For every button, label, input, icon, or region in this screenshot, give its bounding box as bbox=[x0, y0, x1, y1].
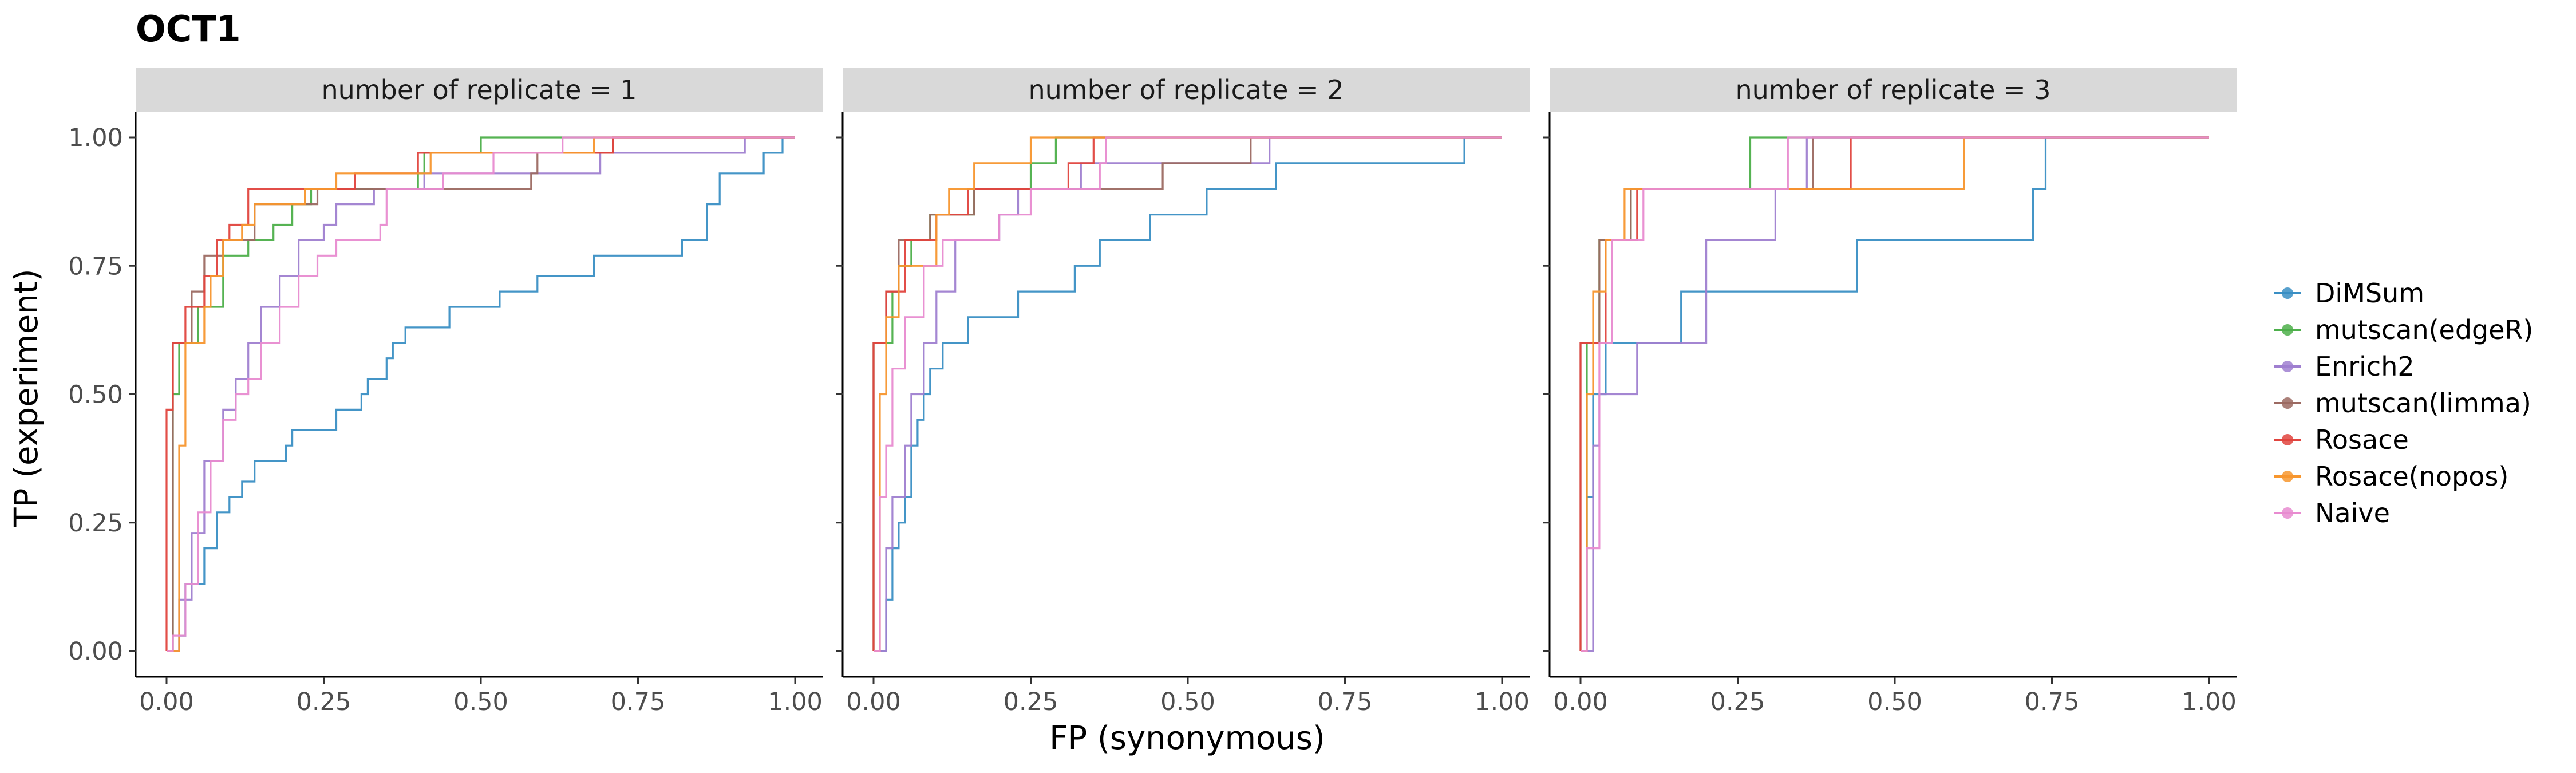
y-tick-label: 0.00 bbox=[68, 637, 123, 666]
x-tick-label: 1.00 bbox=[2182, 688, 2237, 716]
series-line-mutscan-limma- bbox=[1579, 136, 2209, 651]
series-line-rosace-nopos- bbox=[874, 136, 1502, 652]
y-axis-title: TP (experiment) bbox=[8, 269, 45, 527]
series-line-rosace bbox=[1579, 136, 2209, 651]
plot-title: OCT1 bbox=[136, 8, 241, 50]
x-tick-label: 1.00 bbox=[1475, 688, 1530, 716]
series-line-enrich2 bbox=[1581, 136, 2209, 652]
series-line-naive bbox=[1581, 136, 2209, 652]
x-tick-label: 0.25 bbox=[1003, 688, 1058, 716]
y-tick-label: 1.00 bbox=[68, 124, 123, 152]
strip-background bbox=[843, 68, 1530, 112]
legend-key-point bbox=[2282, 507, 2293, 519]
series-line-rosace bbox=[165, 136, 795, 651]
legend-item-mutscan-limma-: mutscan(limma) bbox=[2274, 388, 2531, 419]
y-tick-label: 0.50 bbox=[68, 381, 123, 409]
legend-key-point bbox=[2282, 324, 2293, 336]
strip-label: number of replicate = 3 bbox=[1736, 74, 2051, 105]
legend-label: mutscan(limma) bbox=[2315, 388, 2531, 419]
x-tick-label: 0.25 bbox=[297, 688, 351, 716]
x-tick-label: 0.75 bbox=[1318, 688, 1373, 716]
series-line-rosace-nopos- bbox=[1581, 136, 2209, 652]
series-line-dimsum bbox=[1581, 136, 2209, 652]
x-tick-label: 0.25 bbox=[1710, 688, 1765, 716]
series-line-naive bbox=[874, 136, 1502, 652]
series-line-mutscan-edger- bbox=[167, 136, 795, 652]
series-line-mutscan-limma- bbox=[167, 136, 795, 652]
panel-3: number of replicate = 3 0.00 0.25 0.50 0.75 1… bbox=[1543, 68, 2237, 716]
x-tick-label: 1.00 bbox=[768, 688, 823, 716]
legend-item-enrich2: Enrich2 bbox=[2274, 351, 2415, 382]
x-tick-label: 0.00 bbox=[1553, 688, 1608, 716]
legend-item-naive: Naive bbox=[2274, 498, 2390, 529]
series-line-naive bbox=[167, 136, 795, 652]
y-tick-label: 0.75 bbox=[68, 252, 123, 281]
strip-background bbox=[1550, 68, 2237, 112]
x-tick-label: 0.00 bbox=[139, 688, 194, 716]
y-tick-label: 0.25 bbox=[68, 509, 123, 538]
x-tick-label: 0.50 bbox=[1867, 688, 1922, 716]
legend-item-mutscan-edger-: mutscan(edgeR) bbox=[2274, 314, 2533, 345]
series-line-rosace-nopos- bbox=[167, 136, 795, 652]
legend-item-dimsum: DiMSum bbox=[2274, 278, 2424, 309]
series-line-enrich2 bbox=[874, 136, 1502, 652]
series-line-dimsum bbox=[167, 136, 795, 652]
legend-label: Rosace(nopos) bbox=[2315, 461, 2508, 492]
strip-background bbox=[136, 68, 823, 112]
x-tick-label: 0.50 bbox=[453, 688, 508, 716]
series-line-dimsum bbox=[874, 136, 1502, 652]
x-tick-label: 0.75 bbox=[2025, 688, 2080, 716]
legend-label: Rosace bbox=[2315, 424, 2409, 455]
x-axis-title: FP (synonymous) bbox=[1049, 720, 1325, 757]
legend-item-rosace: Rosace bbox=[2274, 424, 2409, 455]
legend-key-point bbox=[2282, 471, 2293, 482]
panels: number of replicate = 1 0.00 0.25 0.50 0.75 1… bbox=[68, 68, 2237, 716]
panel-2: number of replicate = 2 0.00 0.25 0.50 0.75 1… bbox=[836, 68, 1530, 716]
panel-1: number of replicate = 1 0.00 0.25 0.50 0.75 1… bbox=[68, 68, 823, 716]
legend-key-point bbox=[2282, 287, 2293, 299]
series-line-enrich2 bbox=[167, 136, 795, 652]
strip-label: number of replicate = 2 bbox=[1029, 74, 1344, 105]
legend-label: mutscan(edgeR) bbox=[2315, 314, 2533, 345]
x-tick-label: 0.50 bbox=[1160, 688, 1215, 716]
x-tick-label: 0.75 bbox=[611, 688, 666, 716]
strip-label: number of replicate = 1 bbox=[322, 74, 637, 105]
legend-label: Enrich2 bbox=[2315, 351, 2415, 382]
x-tick-label: 0.00 bbox=[846, 688, 901, 716]
legend-item-rosace-nopos-: Rosace(nopos) bbox=[2274, 461, 2508, 492]
series-line-mutscan-edger- bbox=[1581, 136, 2209, 652]
legend-key-point bbox=[2282, 361, 2293, 372]
legend-key-point bbox=[2282, 434, 2293, 445]
legend-label: DiMSum bbox=[2315, 278, 2424, 309]
legend-label: Naive bbox=[2315, 498, 2390, 529]
legend: DiMSum mutscan(edgeR) Enrich2 mutscan(limma… bbox=[2274, 278, 2533, 529]
legend-key-point bbox=[2282, 397, 2293, 409]
